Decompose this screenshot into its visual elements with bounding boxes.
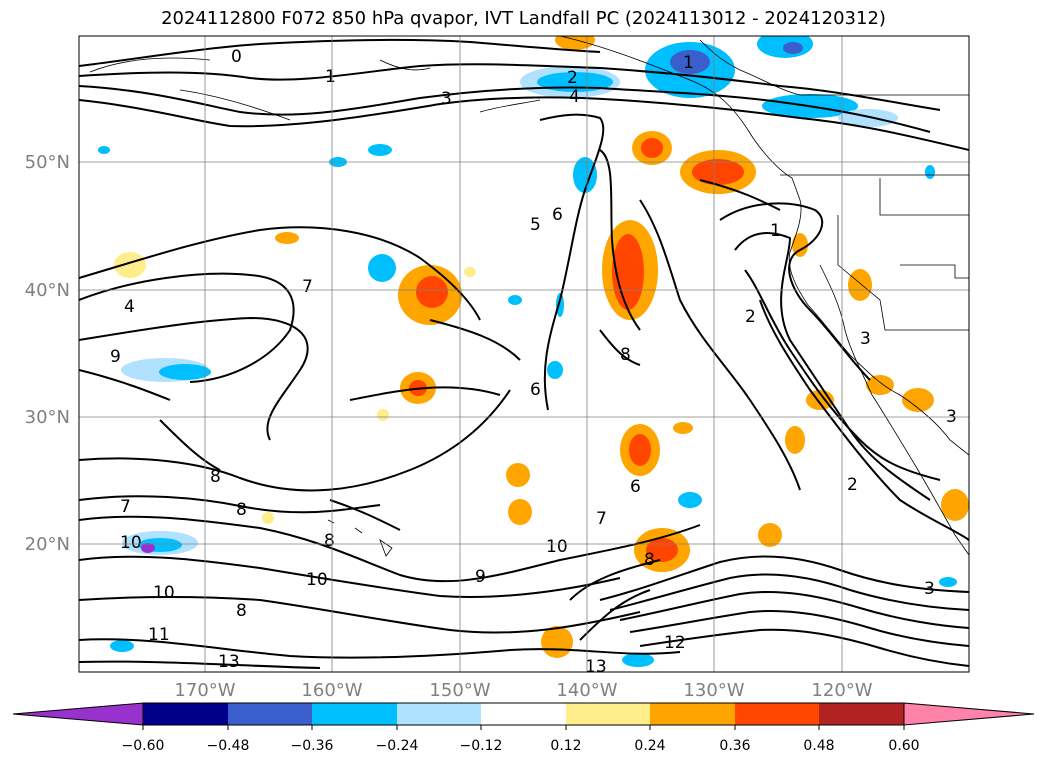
colorbar-segment xyxy=(312,703,397,725)
colorbar-segment xyxy=(566,703,650,725)
contour-label: 8 xyxy=(620,345,631,365)
colorbar-tick-label: −0.36 xyxy=(291,738,334,754)
contour-label: 2 xyxy=(567,68,578,88)
contour-label: 3 xyxy=(441,89,452,109)
contour-label: 8 xyxy=(236,500,247,520)
lon-label: 170°W xyxy=(174,680,235,701)
contour-label: 3 xyxy=(924,579,935,599)
ivt-contours xyxy=(79,38,969,669)
colorbar-tick-label: −0.24 xyxy=(376,738,419,754)
colorbar-segment xyxy=(143,703,228,725)
lon-label: 160°W xyxy=(301,680,362,701)
contour-label: 9 xyxy=(475,567,486,587)
negative-anomaly-shading xyxy=(98,36,957,667)
colorbar-segment xyxy=(481,703,566,725)
latitude-labels: 50°N 40°N 30°N 20°N xyxy=(25,152,70,555)
contour-label: 8 xyxy=(324,531,335,551)
contour-label: 7 xyxy=(120,497,131,517)
lon-label: 150°W xyxy=(429,680,490,701)
colorbar: −0.60 −0.48 −0.36 −0.24 −0.12 0.12 0.24 … xyxy=(12,702,1035,754)
contour-label: 2 xyxy=(745,307,756,327)
contour-label: 1 xyxy=(325,67,336,87)
contour-label: 4 xyxy=(124,297,135,317)
lat-label: 30°N xyxy=(25,407,70,428)
colorbar-frame xyxy=(142,702,905,726)
lon-label: 130°W xyxy=(683,680,744,701)
colorbar-segment xyxy=(228,703,312,725)
lon-label: 140°W xyxy=(556,680,617,701)
map-title: 2024112800 F072 850 hPa qvapor, IVT Land… xyxy=(161,8,886,29)
colorbar-extend-low xyxy=(12,702,144,726)
contour-label: 10 xyxy=(120,533,142,553)
contour-label: 10 xyxy=(153,583,175,603)
contour-label: 6 xyxy=(552,205,563,225)
colorbar-segment xyxy=(650,703,735,725)
colorbar-tick-label: 0.48 xyxy=(803,738,834,754)
longitude-labels: 170°W 160°W 150°W 140°W 130°W 120°W xyxy=(174,680,872,701)
lat-label: 40°N xyxy=(25,280,70,301)
colorbar-tick-label: 0.60 xyxy=(888,738,919,754)
colorbar-tick-label: 0.12 xyxy=(550,738,581,754)
colorbar-tick-label: 0.36 xyxy=(719,738,750,754)
contour-label: 4 xyxy=(569,87,580,107)
map-plot-area xyxy=(79,36,969,672)
colorbar-tick-label: −0.12 xyxy=(460,738,503,754)
contour-label: 7 xyxy=(596,509,607,529)
contour-label: 10 xyxy=(306,570,328,590)
colorbar-tick-label: −0.48 xyxy=(207,738,250,754)
contour-label: 3 xyxy=(860,329,871,349)
map-frame xyxy=(78,35,970,673)
contour-label: 10 xyxy=(546,537,568,557)
contour-label: 0 xyxy=(231,47,242,67)
colorbar-extend-high xyxy=(903,702,1035,726)
colorbar-segment xyxy=(735,703,819,725)
graticule xyxy=(79,36,969,672)
coastlines xyxy=(89,36,969,557)
contour-label: 6 xyxy=(530,380,541,400)
contour-label: 5 xyxy=(530,215,541,235)
contour-label: 1 xyxy=(770,221,781,241)
contour-label: 13 xyxy=(218,652,240,672)
colorbar-segment xyxy=(819,703,904,725)
contour-label: 8 xyxy=(644,550,655,570)
lon-label: 120°W xyxy=(811,680,872,701)
contour-label: 13 xyxy=(585,657,607,677)
contour-label: 12 xyxy=(664,633,686,653)
colorbar-tick-label: −0.60 xyxy=(122,738,165,754)
lat-label: 50°N xyxy=(25,152,70,173)
colorbar-tick-label: 0.24 xyxy=(634,738,665,754)
contour-label: 9 xyxy=(110,347,121,367)
contour-label: 8 xyxy=(210,467,221,487)
contour-label: 2 xyxy=(847,475,858,495)
contour-label: 6 xyxy=(630,477,641,497)
contour-label: 1 xyxy=(683,53,694,73)
contour-label: 8 xyxy=(236,601,247,621)
contour-label: 7 xyxy=(302,277,313,297)
contour-label: 11 xyxy=(148,625,170,645)
lat-label: 20°N xyxy=(25,534,70,555)
colorbar-segment xyxy=(397,703,481,725)
